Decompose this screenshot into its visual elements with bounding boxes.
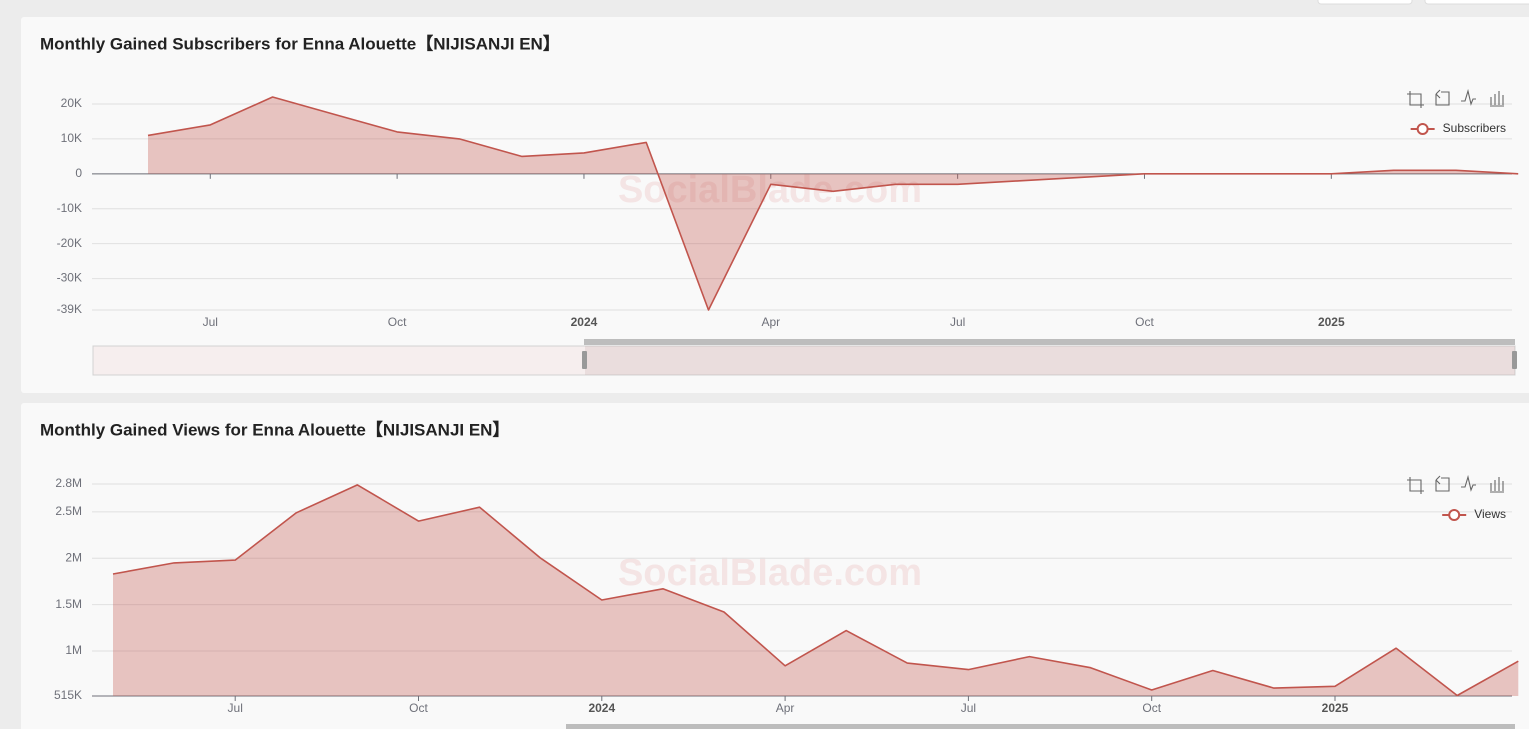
legend-label: Subscribers: [1443, 121, 1506, 135]
zoom-bar[interactable]: [566, 724, 1515, 729]
data-zoom[interactable]: [92, 339, 1517, 729]
x-tick-label: Oct: [409, 701, 428, 715]
toolbox-icon[interactable]: [1407, 477, 1424, 494]
y-tick-label: -39K: [57, 302, 82, 316]
y-tick-label: 10K: [61, 131, 82, 145]
legend-label: Views: [1474, 507, 1506, 521]
x-tick-label: 2025: [1318, 315, 1345, 329]
x-tick-label: Oct: [1135, 315, 1154, 329]
zoom-track: [92, 345, 1516, 376]
y-tick-label: 515K: [54, 688, 82, 702]
x-tick-label: Jul: [961, 701, 976, 715]
area-fill: [148, 97, 1519, 310]
zoom-bar[interactable]: [584, 339, 1515, 345]
button[interactable]: [1424, 0, 1529, 5]
area-fill: [113, 484, 1519, 696]
zoom-window[interactable]: [585, 346, 1515, 375]
toolbox-icon[interactable]: [1490, 477, 1504, 493]
toolbox-icon[interactable]: [1407, 91, 1424, 108]
y-tick-label: 0: [75, 166, 82, 180]
charts: Monthly Gained Subscribers for Enna Alou…: [40, 33, 1519, 715]
y-tick-label: 2.8M: [55, 476, 82, 490]
toolbox-icon[interactable]: [1461, 88, 1476, 106]
y-tick-label: 2M: [65, 550, 82, 564]
legend-symbol: [1448, 509, 1461, 521]
zoom-handle[interactable]: [1512, 351, 1517, 369]
x-tick-label: 2025: [1322, 701, 1349, 715]
x-tick-label: Jul: [203, 315, 218, 329]
legend-item[interactable]: Subscribers: [1410, 121, 1506, 135]
legend-symbol: [1416, 123, 1429, 135]
zoom-handle[interactable]: [582, 351, 587, 369]
chart-title: Monthly Gained Subscribers for Enna Alou…: [40, 33, 560, 53]
x-tick-label: Apr: [761, 315, 780, 329]
watermark: SocialBlade.com: [618, 552, 922, 594]
series-line: [147, 96, 1519, 311]
toolbox-icon[interactable]: [1435, 475, 1450, 492]
chart-title: Monthly Gained Views for Enna Alouette【N…: [40, 419, 509, 439]
button[interactable]: [1317, 0, 1413, 5]
x-tick-label: Oct: [388, 315, 407, 329]
x-tick-label: Oct: [1142, 701, 1161, 715]
x-tick-label: Apr: [776, 701, 795, 715]
x-tick-label: 2024: [588, 701, 615, 715]
card: [21, 17, 1529, 393]
toolbox-icon[interactable]: [1435, 89, 1450, 106]
x-tick-label: Jul: [950, 315, 965, 329]
y-tick-label: 1.5M: [55, 597, 82, 611]
y-tick-label: 2.5M: [55, 504, 82, 518]
y-tick-label: 1M: [65, 643, 82, 657]
toolbox-icon[interactable]: [1490, 91, 1504, 107]
series-line: [112, 484, 1519, 697]
y-tick-label: 20K: [61, 96, 82, 110]
y-tick-label: -10K: [57, 201, 82, 215]
legend-item[interactable]: Views: [1442, 507, 1506, 521]
x-tick-label: Jul: [228, 701, 243, 715]
toolbox-icon[interactable]: [1461, 474, 1476, 492]
y-tick-label: -30K: [57, 271, 82, 285]
card: [21, 403, 1529, 729]
y-tick-label: -20K: [57, 236, 82, 250]
x-tick-label: 2024: [571, 315, 598, 329]
